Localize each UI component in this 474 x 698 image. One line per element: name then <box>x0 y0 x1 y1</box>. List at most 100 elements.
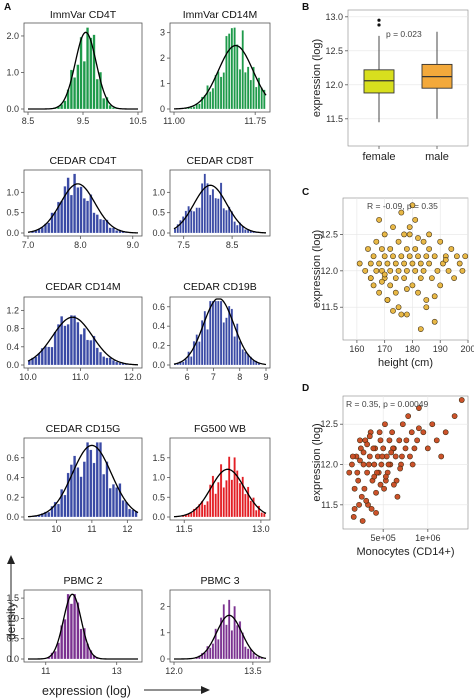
histogram-bar <box>40 347 44 366</box>
data-point <box>381 485 387 492</box>
x-tick-label: 160 <box>349 344 364 354</box>
histogram-bar <box>238 621 242 660</box>
histogram-bar <box>209 194 212 234</box>
data-point <box>409 461 416 468</box>
panel-label-d: D <box>302 383 310 394</box>
data-point <box>409 282 416 289</box>
x-tick-label: 13 <box>112 666 122 676</box>
histogram-bar <box>102 356 106 366</box>
histogram-bar <box>53 650 57 660</box>
data-point <box>349 461 355 468</box>
histogram-bar <box>222 604 225 660</box>
x-tick-label: 190 <box>433 344 448 354</box>
data-point <box>442 429 449 436</box>
data-point <box>448 246 455 252</box>
y-tick-label: 11.5 <box>321 302 338 312</box>
data-point <box>367 275 374 281</box>
histogram-bar <box>53 501 57 518</box>
histogram-bar <box>69 194 73 234</box>
histogram-bar <box>115 361 119 366</box>
correlation-annotation: R = -0.09, p = 0.35 <box>367 201 438 211</box>
data-point <box>404 286 410 292</box>
y-tick-label: 1.5 <box>152 453 165 463</box>
y-tick-label: 0.5 <box>6 208 19 218</box>
data-point <box>384 260 391 267</box>
histogram-4: CEDAR CD8T 7.5 8.5 0.0 0.5 1.0 <box>152 155 271 250</box>
density-curve <box>28 593 138 660</box>
data-point <box>360 449 367 456</box>
data-point <box>389 429 395 436</box>
histogram-bar <box>66 324 70 366</box>
data-point <box>373 238 380 245</box>
data-point <box>462 253 469 260</box>
histogram-bar <box>244 351 247 366</box>
histogram-bar <box>225 480 228 518</box>
histogram-bar <box>192 341 196 366</box>
data-point <box>395 304 402 311</box>
data-point <box>416 425 422 432</box>
y-tick-label: 1.2 <box>6 305 19 315</box>
histogram-bar <box>257 77 261 110</box>
histogram-bar <box>69 315 73 366</box>
x-tick-label: 7.0 <box>22 240 35 250</box>
data-point <box>365 246 371 252</box>
data-point <box>366 433 373 440</box>
data-point <box>398 253 405 260</box>
correlation-annotation: R = 0.35, p = 0.00049 <box>346 399 429 409</box>
data-point <box>370 282 377 289</box>
histogram-bar <box>73 77 77 110</box>
data-point <box>429 421 436 428</box>
histogram-bar <box>111 227 115 234</box>
data-point <box>381 231 388 238</box>
histogram-bar <box>195 334 198 366</box>
histogram-bar <box>230 630 234 660</box>
y-tick-label: 13.0 <box>325 12 343 22</box>
histogram-bar <box>184 359 188 366</box>
histogram-bar <box>249 79 253 110</box>
histogram-bar <box>187 351 190 366</box>
histogram-bar <box>222 208 225 234</box>
histogram-bar <box>222 72 225 110</box>
data-point <box>379 278 385 285</box>
data-point <box>431 318 438 325</box>
data-point <box>373 510 379 516</box>
data-point <box>392 275 399 281</box>
data-point <box>437 282 444 289</box>
histogram-bar <box>217 639 220 660</box>
density-curve <box>173 184 267 234</box>
data-point <box>426 246 432 252</box>
data-point <box>379 453 386 460</box>
histogram-bar <box>255 509 258 518</box>
data-point <box>354 469 361 476</box>
data-point <box>399 421 406 428</box>
density-curve <box>173 298 267 366</box>
histogram-bar <box>233 457 236 518</box>
data-point <box>423 304 430 311</box>
histogram-bar <box>124 501 128 518</box>
data-point <box>415 253 421 260</box>
histogram-bar <box>198 503 201 518</box>
y-tick-label: 0 <box>160 104 165 114</box>
data-point <box>406 224 413 231</box>
histogram-bar <box>63 494 67 518</box>
data-point <box>396 437 403 444</box>
histogram-title: ImmVar CD4T <box>50 9 117 21</box>
histogram-bar <box>211 300 215 366</box>
histogram-title: CEDAR CD4T <box>49 155 117 167</box>
histogram-bar <box>76 602 80 660</box>
histogram-bar <box>73 455 77 518</box>
y-tick-label: 0.6 <box>152 302 165 312</box>
histogram-bar <box>198 103 201 110</box>
histogram-title: ImmVar CD14M <box>183 9 257 21</box>
histogram-bar <box>89 37 93 110</box>
histogram-bar <box>105 219 109 234</box>
data-point <box>423 297 430 303</box>
data-point <box>412 216 419 223</box>
histogram-bar <box>63 100 67 110</box>
histogram-bar <box>227 305 231 366</box>
y-tick-label: 1 <box>160 79 165 89</box>
data-point <box>394 493 401 500</box>
data-point <box>358 493 365 500</box>
histogram-bar <box>102 219 106 234</box>
data-point <box>362 267 369 274</box>
